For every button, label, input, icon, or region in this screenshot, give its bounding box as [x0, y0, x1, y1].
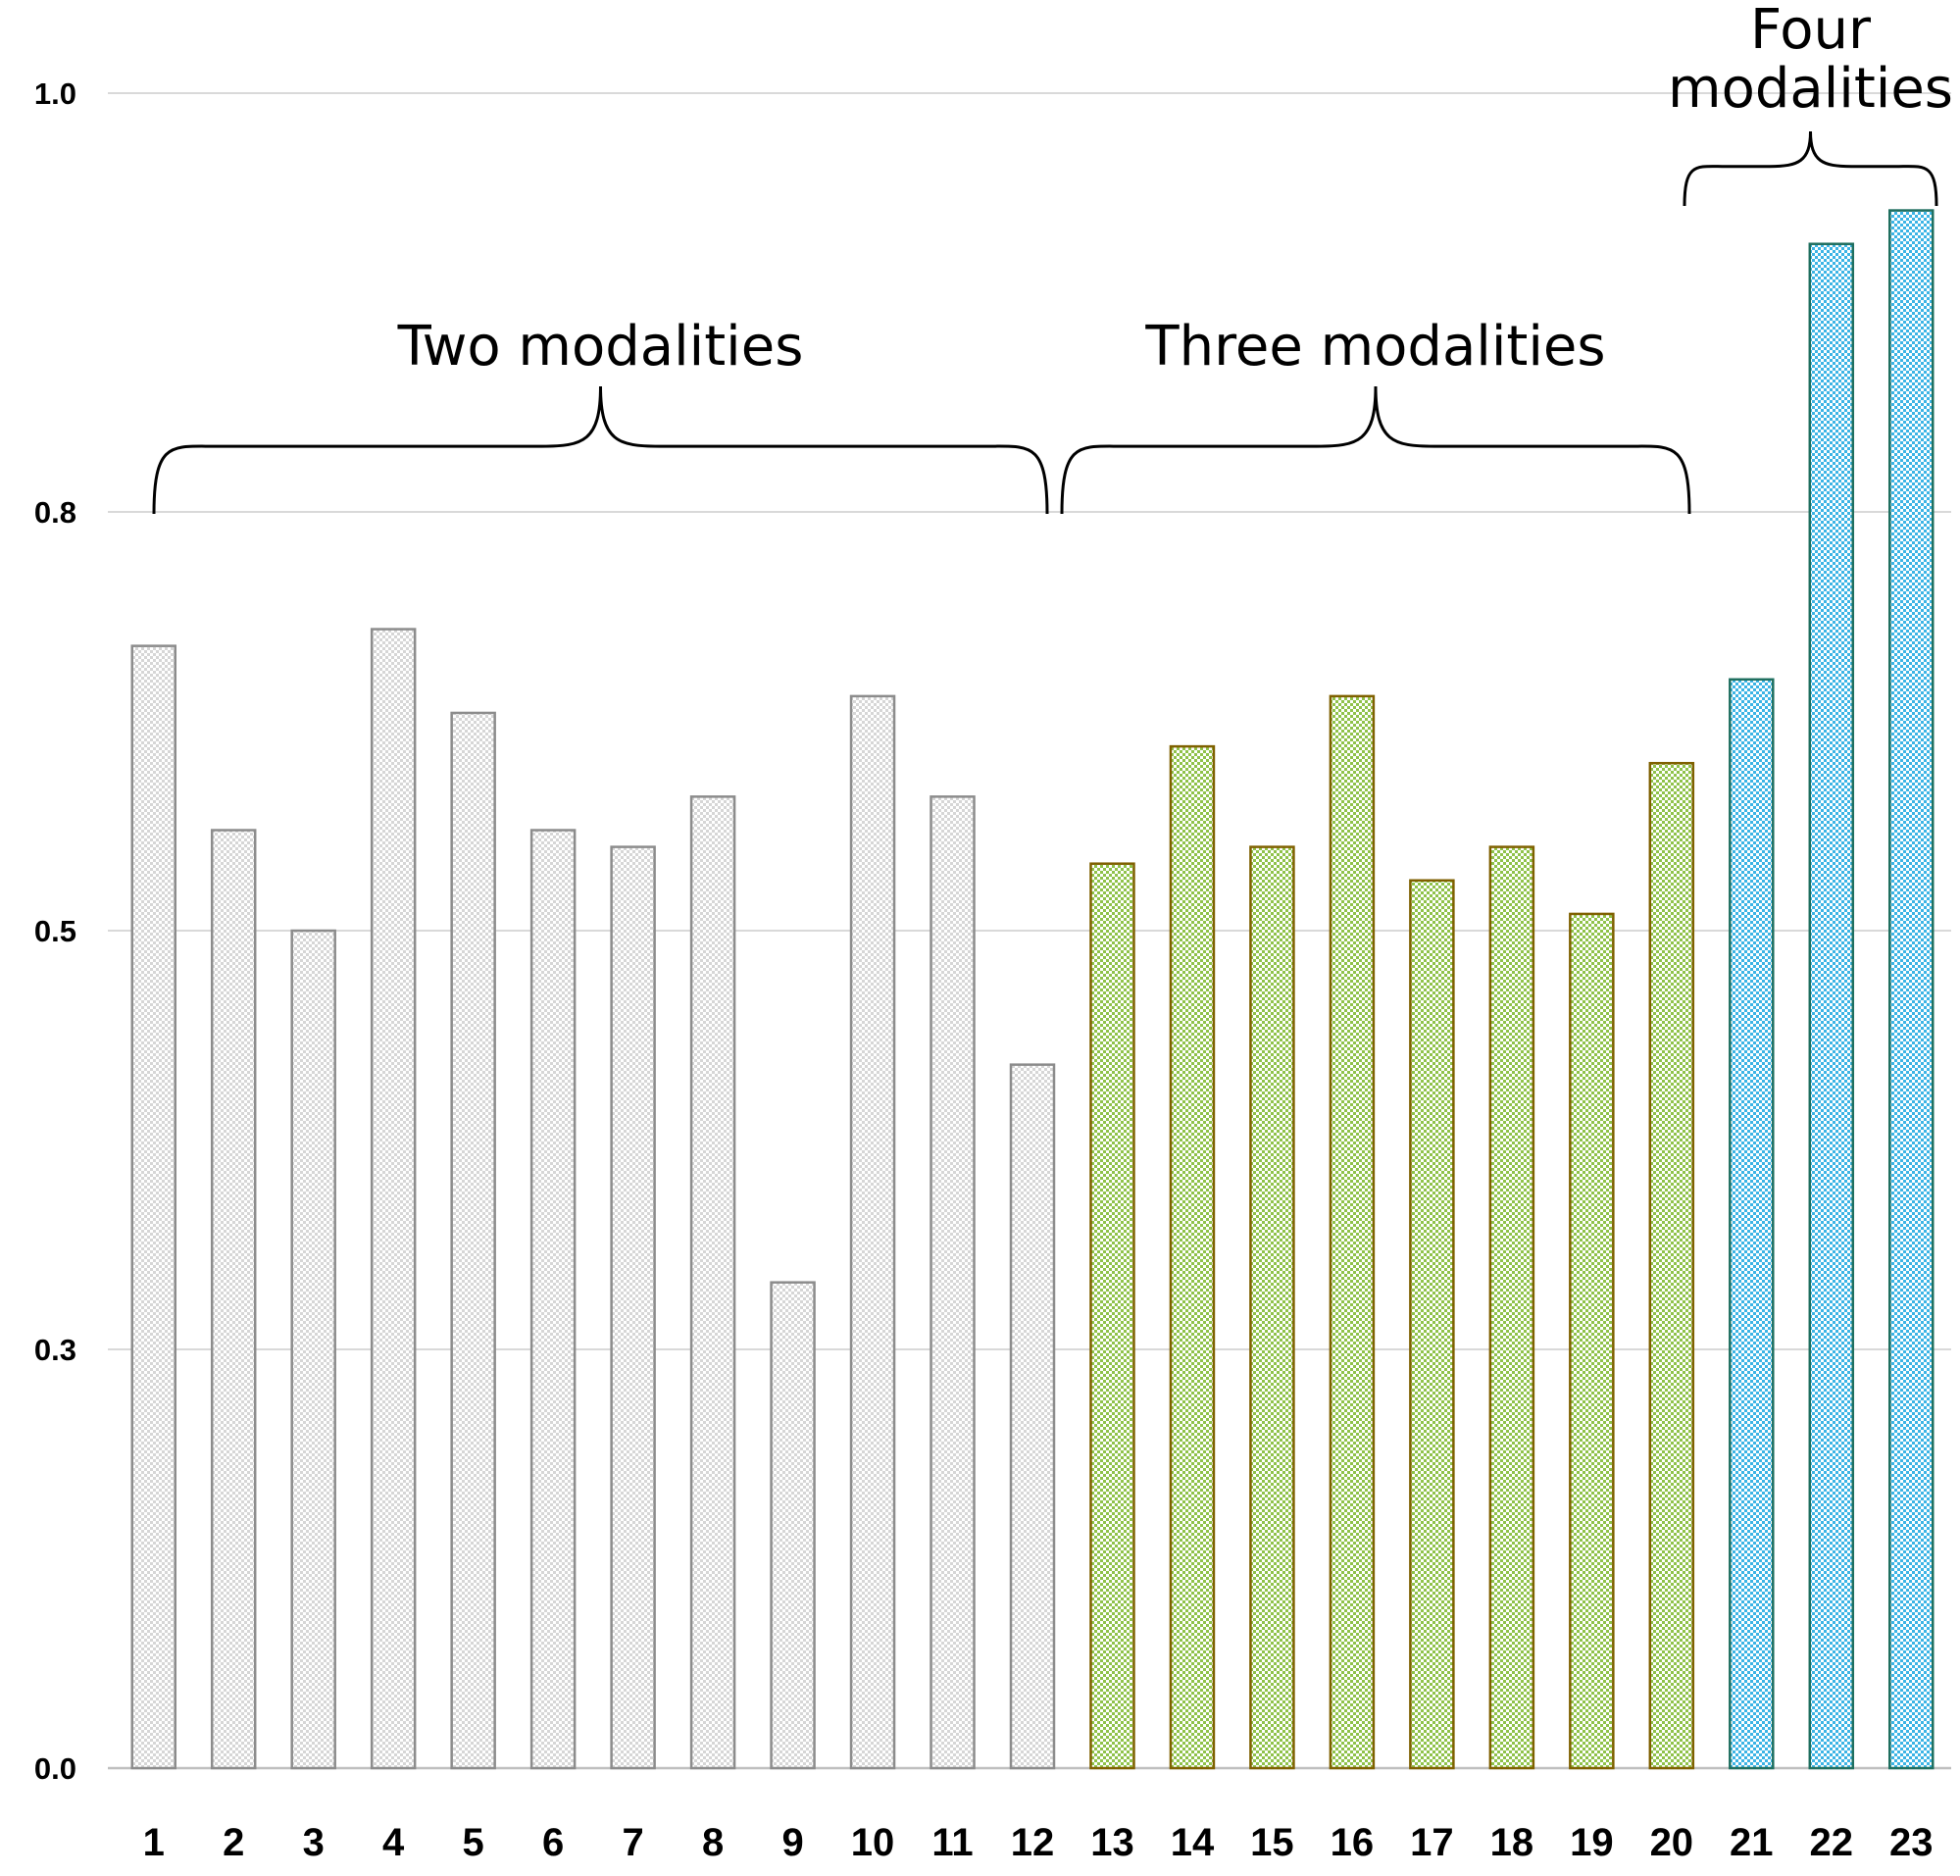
- x-tick-label: 11: [931, 1821, 973, 1864]
- bar-14: [1169, 744, 1216, 1770]
- x-tick-label: 10: [851, 1821, 895, 1864]
- bar-9: [770, 1281, 816, 1770]
- y-tick-label: 0.8: [34, 495, 76, 530]
- bar-21: [1729, 678, 1775, 1770]
- x-tick-label: 22: [1810, 1821, 1854, 1864]
- x-tick-label: 4: [382, 1821, 405, 1864]
- group-brace: [1683, 130, 1938, 207]
- y-axis-ticks: 0.0 0.3 0.5 0.8 1.0: [34, 76, 76, 1786]
- group-brace: [152, 385, 1049, 515]
- bar-11: [930, 795, 976, 1770]
- bar-19: [1569, 912, 1615, 1770]
- bar-7: [610, 845, 656, 1770]
- x-tick-label: 1: [143, 1821, 165, 1864]
- y-tick-label: 0.5: [34, 914, 76, 948]
- x-tick-label: 19: [1570, 1821, 1614, 1864]
- x-tick-label: 8: [702, 1821, 724, 1864]
- x-tick-label: 13: [1090, 1821, 1134, 1864]
- y-tick-label: 0.0: [34, 1751, 76, 1786]
- y-tick-label: 0.3: [34, 1333, 76, 1367]
- x-tick-label: 17: [1410, 1821, 1454, 1864]
- x-tick-label: 6: [542, 1821, 564, 1864]
- x-tick-label: 5: [463, 1821, 484, 1864]
- x-tick-label: 12: [1011, 1821, 1055, 1864]
- x-tick-label: 15: [1250, 1821, 1294, 1864]
- bar-12: [1009, 1063, 1056, 1770]
- group-annotations: Two modalities Three modalities Fourmodali…: [152, 0, 1953, 515]
- bar-1: [130, 644, 176, 1770]
- bar-18: [1488, 845, 1535, 1770]
- bar-22: [1808, 242, 1855, 1770]
- bar-6: [529, 829, 577, 1770]
- x-tick-label: 16: [1331, 1821, 1375, 1864]
- bar-5: [450, 711, 496, 1770]
- y-tick-label: 1.0: [34, 76, 76, 111]
- bar-10: [849, 694, 896, 1770]
- bar-2: [210, 829, 257, 1770]
- x-tick-label: 7: [622, 1821, 643, 1864]
- group-label: modalities: [1668, 57, 1953, 121]
- group-label: Four: [1750, 0, 1872, 62]
- bar-8: [689, 795, 736, 1770]
- bar-15: [1249, 845, 1295, 1770]
- bar-17: [1409, 879, 1455, 1770]
- bars: [130, 209, 1935, 1770]
- x-tick-label: 20: [1650, 1821, 1694, 1864]
- bar-20: [1648, 761, 1695, 1770]
- x-tick-label: 23: [1889, 1821, 1934, 1864]
- x-tick-label: 2: [223, 1821, 244, 1864]
- x-tick-label: 9: [781, 1821, 803, 1864]
- bar-16: [1329, 694, 1376, 1770]
- bar-23: [1888, 209, 1935, 1770]
- x-tick-label: 21: [1730, 1821, 1774, 1864]
- x-tick-label: 3: [303, 1821, 325, 1864]
- bar-13: [1089, 862, 1135, 1770]
- group-brace: [1060, 385, 1691, 515]
- group-label: Three modalities: [1144, 315, 1605, 379]
- x-axis-ticks: 1 2 3 4 5 6 7 8 9 10 11 12 13 14 15 16 17 18 19 20 21 22 23: [143, 1821, 1934, 1864]
- bar-3: [290, 929, 336, 1770]
- bar-4: [370, 628, 417, 1770]
- x-tick-label: 18: [1490, 1821, 1534, 1864]
- x-tick-label: 14: [1171, 1821, 1215, 1864]
- group-label: Two modalities: [397, 315, 804, 379]
